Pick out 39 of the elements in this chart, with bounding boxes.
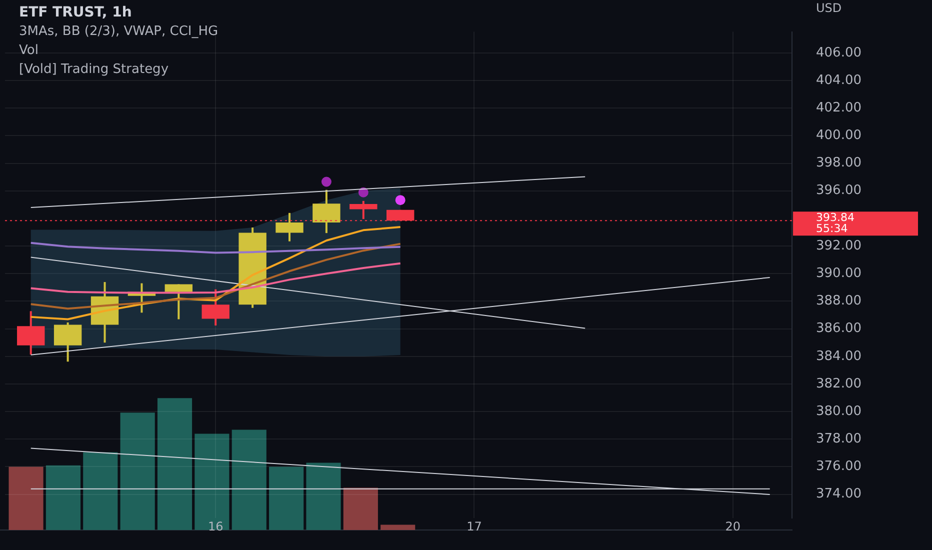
- y-tick-label: 376.00: [816, 459, 862, 474]
- bar: [120, 412, 155, 530]
- y-tick-label: 388.00: [816, 294, 862, 309]
- annotation: 3MAs, BB (2/3), VWAP, CCI_HG: [19, 24, 218, 39]
- bar: [269, 466, 304, 530]
- y-tick-label: 392.00: [816, 238, 862, 254]
- y-tick-label: 384.00: [816, 348, 862, 364]
- bar: [380, 524, 416, 530]
- bar: [343, 488, 378, 530]
- y-tick-label: 374.00: [816, 486, 862, 502]
- y-tick-label: 378.00: [816, 432, 862, 447]
- y-tick-label: 386.00: [816, 321, 862, 336]
- point: [321, 176, 332, 187]
- bar: [306, 462, 341, 530]
- x-tick-label: 16: [208, 520, 224, 534]
- y-tick-label: 404.00: [816, 72, 862, 88]
- annotation: [Vold] Trading Strategy: [19, 62, 169, 77]
- y-axis-title: USD: [816, 1, 842, 16]
- y-tick-label: 398.00: [816, 156, 862, 171]
- y-tick-label: 396.00: [816, 183, 862, 198]
- y-tick-label: 380.00: [816, 404, 862, 419]
- y-tick-label: 382.00: [816, 376, 862, 392]
- annotation: Vol: [19, 42, 38, 58]
- point: [395, 195, 406, 206]
- bar: [8, 466, 44, 530]
- bar: [232, 430, 266, 530]
- y-tick-label: 406.00: [816, 45, 862, 60]
- bar: [194, 434, 230, 530]
- y-tick-label: 402.00: [816, 100, 862, 116]
- candlestick: [350, 200, 378, 220]
- ref-line-label: 393.84 55:34: [816, 211, 854, 236]
- bar: [157, 398, 192, 530]
- y-tick-label: 390.00: [816, 266, 862, 281]
- x-tick-label: 20: [725, 520, 741, 534]
- bar: [83, 452, 118, 530]
- x-tick-label: 17: [466, 520, 482, 534]
- y-tick-label: 400.00: [816, 128, 862, 144]
- bar: [46, 465, 80, 530]
- chart-title: ETF TRUST, 1h: [19, 4, 132, 21]
